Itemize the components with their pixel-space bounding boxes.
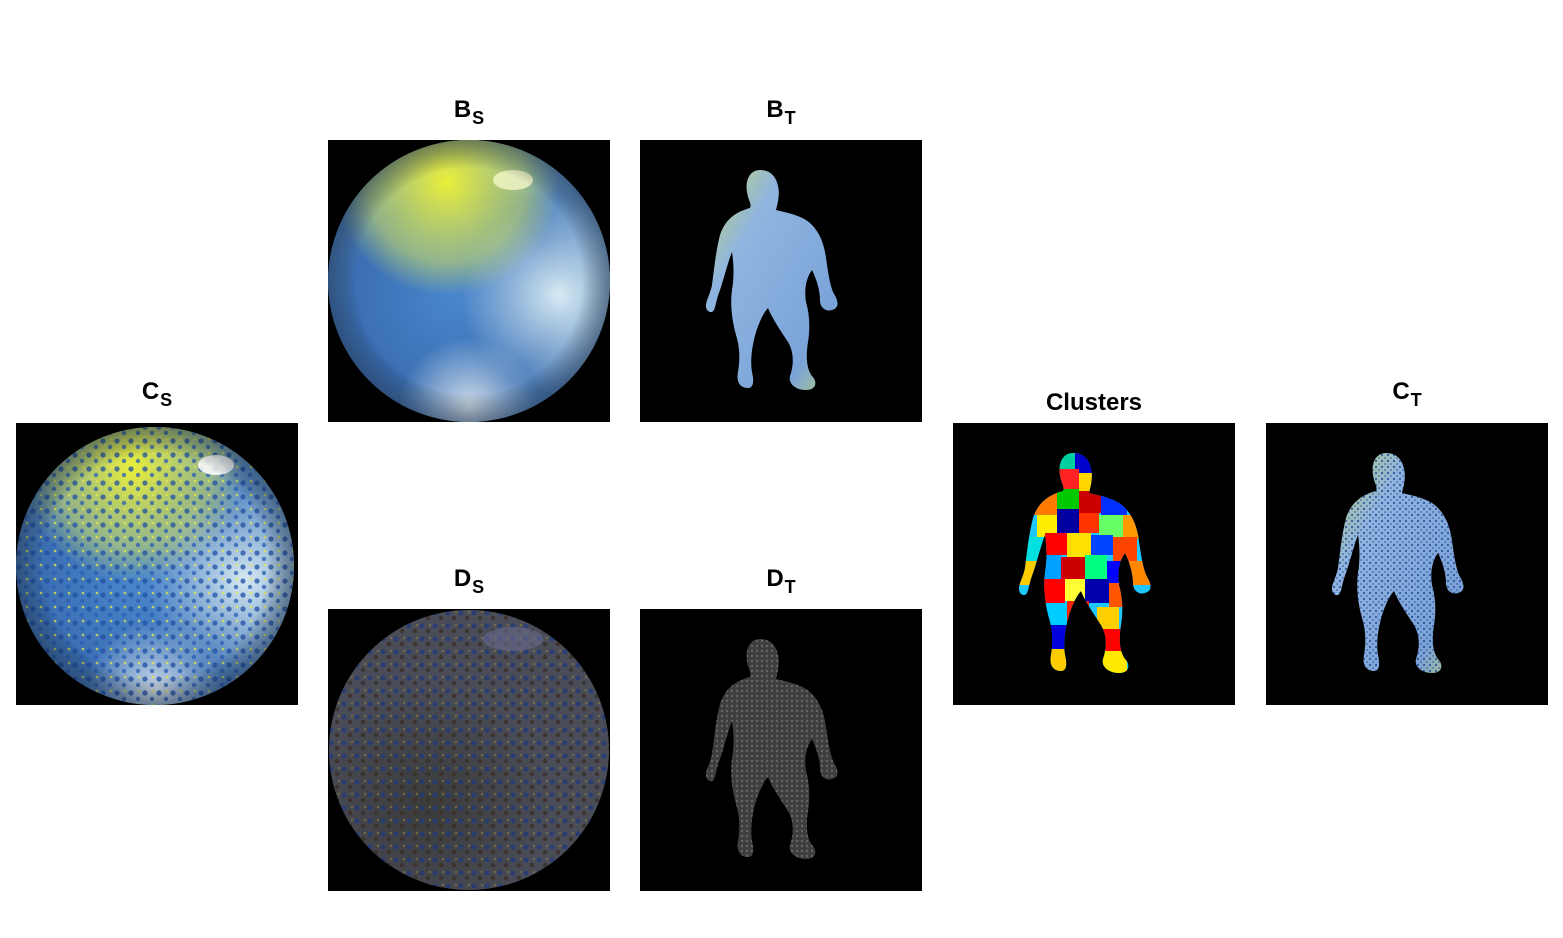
panel-title-bs: BS	[453, 96, 485, 128]
image-dt-detail-figure	[640, 609, 922, 891]
panel-title-dt: DT	[766, 565, 796, 597]
sphere-icon	[16, 423, 298, 705]
image-bt-smooth-figure	[640, 140, 922, 422]
figure-icon	[640, 140, 922, 422]
panel-title-cs: CS	[141, 378, 173, 410]
image-cs-dotted-sphere	[16, 423, 298, 705]
image-ds-detail-sphere	[328, 609, 610, 891]
figure-icon	[1266, 423, 1548, 705]
sphere-icon	[328, 140, 610, 422]
panel-title-clusters: Clusters	[1045, 389, 1143, 416]
figure-icon	[640, 609, 922, 891]
image-clusters-figure	[953, 423, 1235, 705]
figure-icon	[953, 423, 1235, 705]
image-ct-dotted-figure	[1266, 423, 1548, 705]
panel-title-ds: DS	[453, 565, 485, 597]
image-bs-smooth-sphere	[328, 140, 610, 422]
panel-title-ct: CT	[1392, 378, 1422, 410]
sphere-icon	[328, 609, 610, 891]
panel-title-bt: BT	[766, 96, 796, 128]
